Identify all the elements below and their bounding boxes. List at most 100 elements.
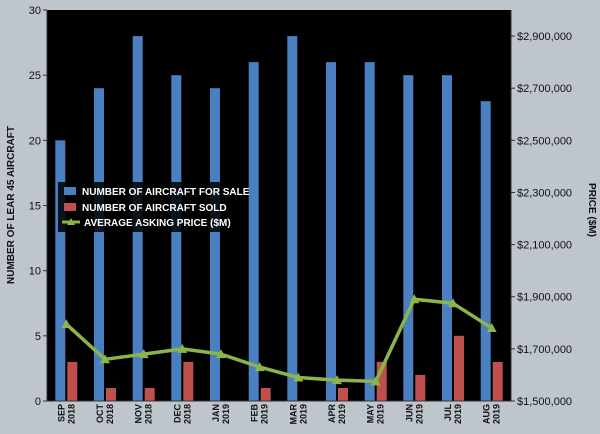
legend-box bbox=[58, 182, 236, 232]
bar-sold bbox=[492, 361, 503, 401]
bar-for-sale bbox=[287, 36, 298, 401]
left-tick-label: 15 bbox=[29, 201, 41, 213]
x-tick-year: 2018 bbox=[182, 404, 192, 424]
x-tick-label: MAY 2019 bbox=[366, 404, 386, 424]
price-marker bbox=[177, 343, 188, 353]
x-tick-year: 2018 bbox=[105, 404, 115, 424]
x-tick-month: APR bbox=[327, 404, 337, 424]
right-tick-label: $2,100,000 bbox=[517, 240, 572, 252]
bar-for-sale bbox=[480, 101, 491, 401]
right-tick-label: $1,500,000 bbox=[517, 396, 572, 408]
legend-label-price: AVERAGE ASKING PRICE ($M) bbox=[84, 218, 231, 229]
legend-price-marker bbox=[67, 218, 75, 225]
bar-sold bbox=[183, 361, 194, 401]
x-tick-label: SEP 2018 bbox=[56, 404, 76, 424]
x-tick-month: NOV bbox=[134, 404, 144, 424]
price-marker bbox=[254, 362, 265, 372]
x-tick-label: JUL 2019 bbox=[443, 404, 463, 425]
x-tick-month: AUG bbox=[482, 404, 492, 424]
right-tick-label: $2,500,000 bbox=[517, 135, 572, 147]
right-tick-label: $1,900,000 bbox=[517, 292, 572, 304]
bar-sold bbox=[415, 374, 426, 401]
left-axis: 0 5 10 15 20 25 30 bbox=[29, 5, 48, 408]
x-tick-year: 2019 bbox=[260, 404, 270, 424]
x-tick-year: 2019 bbox=[453, 404, 463, 424]
bar-sold bbox=[376, 361, 387, 401]
legend-swatch-for-sale bbox=[64, 187, 76, 195]
x-tick-label: DEC 2018 bbox=[172, 404, 192, 425]
x-tick-label: MAR 2019 bbox=[288, 404, 308, 425]
x-tick-year: 2018 bbox=[144, 404, 154, 424]
bar-for-sale bbox=[364, 62, 375, 401]
price-line-layer bbox=[61, 294, 497, 386]
x-tick-label: JUN 2019 bbox=[404, 404, 424, 424]
x-tick-month: MAR bbox=[288, 404, 298, 425]
price-marker bbox=[138, 349, 149, 359]
left-tick-label: 25 bbox=[29, 70, 41, 82]
x-tick-label: AUG 2019 bbox=[482, 404, 502, 424]
bar-for-sale bbox=[94, 88, 104, 401]
bar-for-sale bbox=[403, 75, 414, 401]
price-marker bbox=[448, 298, 458, 308]
left-tick-label: 0 bbox=[35, 396, 41, 408]
x-tick-year: 2019 bbox=[376, 404, 386, 424]
bar-for-sale bbox=[326, 62, 336, 401]
x-tick-year: 2019 bbox=[298, 404, 308, 424]
left-tick-label: 5 bbox=[35, 331, 41, 343]
x-tick-year: 2019 bbox=[414, 404, 424, 424]
x-tick-label: OCT 2018 bbox=[95, 404, 115, 425]
x-tick-month: JAN bbox=[211, 404, 221, 422]
bar-for-sale bbox=[248, 62, 259, 401]
price-marker bbox=[293, 372, 304, 382]
x-tick-year: 2019 bbox=[337, 404, 347, 424]
left-axis-title: NUMBER OF LEAR 45 AIRCRAFT bbox=[6, 126, 17, 284]
legend: NUMBER OF AIRCRAFT FOR SALE NUMBER OF AI… bbox=[58, 182, 250, 232]
x-tick-month: SEP bbox=[56, 404, 66, 422]
bar-for-sale bbox=[210, 88, 220, 401]
x-tick-label: NOV 2018 bbox=[134, 404, 154, 424]
price-marker bbox=[332, 375, 342, 385]
x-tick-label: FEB 2019 bbox=[250, 403, 270, 424]
legend-label-for-sale: NUMBER OF AIRCRAFT FOR SALE bbox=[82, 187, 250, 198]
price-marker bbox=[486, 323, 497, 332]
x-tick-year: 2018 bbox=[66, 404, 76, 424]
price-marker bbox=[100, 354, 110, 364]
bar-sold bbox=[67, 361, 78, 401]
x-tick-label: JAN 2019 bbox=[211, 404, 231, 424]
x-tick-year: 2019 bbox=[221, 404, 231, 424]
bar-for-sale bbox=[55, 140, 66, 402]
bar-sold bbox=[338, 388, 348, 401]
right-tick-label: $1,700,000 bbox=[517, 344, 572, 356]
bar-sold bbox=[106, 388, 116, 401]
legend-swatch-sold bbox=[64, 203, 76, 211]
x-axis: SEP 2018 OCT 2018 NOV 2018 DEC 2018 JAN 2019 FEB 20… bbox=[47, 400, 511, 425]
right-axis-title: PRICE ($M) bbox=[586, 183, 597, 237]
bar-for-sale bbox=[442, 75, 452, 401]
x-tick-month: FEB bbox=[250, 403, 260, 422]
left-tick-label: 10 bbox=[29, 266, 41, 278]
x-tick-month: OCT bbox=[95, 404, 105, 424]
right-tick-label: $2,700,000 bbox=[517, 83, 572, 95]
price-marker bbox=[370, 376, 381, 386]
x-tick-month: JUN bbox=[404, 404, 414, 422]
price-marker bbox=[409, 294, 420, 304]
right-tick-label: $2,300,000 bbox=[517, 187, 572, 199]
bar-for-sale bbox=[171, 75, 182, 401]
x-tick-label: APR 2019 bbox=[327, 404, 347, 425]
left-tick-label: 30 bbox=[29, 5, 41, 17]
x-tick-year: 2019 bbox=[492, 404, 502, 424]
legend-label-sold: NUMBER OF AIRCRAFT SOLD bbox=[82, 203, 227, 214]
x-tick-month: JUL bbox=[443, 404, 453, 422]
left-tick-label: 20 bbox=[29, 135, 41, 147]
x-tick-month: MAY bbox=[366, 404, 376, 423]
price-line bbox=[65, 297, 493, 384]
bar-sold bbox=[144, 388, 155, 401]
price-marker bbox=[216, 349, 226, 359]
x-tick-month: DEC bbox=[172, 404, 182, 424]
price-marker bbox=[61, 319, 72, 329]
bar-sold bbox=[260, 388, 271, 401]
bar-sold bbox=[454, 335, 464, 401]
right-axis: $1,500,000 $1,700,000 $1,900,000 $2,100,000… bbox=[510, 10, 572, 408]
right-tick-label: $2,900,000 bbox=[517, 31, 572, 43]
